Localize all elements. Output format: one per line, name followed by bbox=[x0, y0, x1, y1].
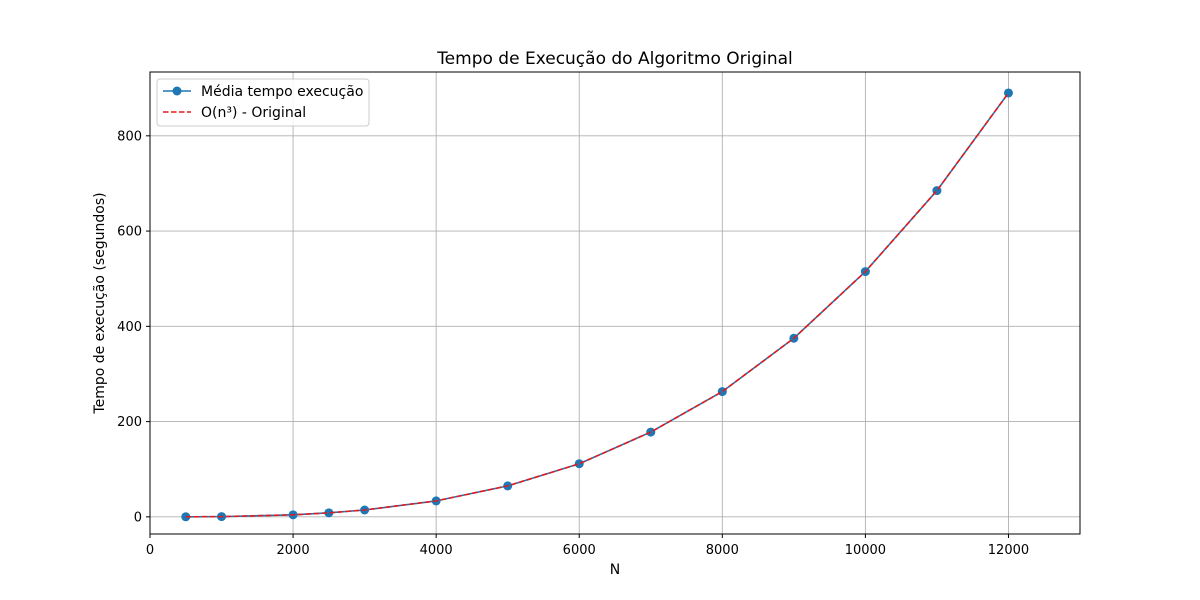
x-axis-title: N bbox=[610, 562, 620, 578]
series-1-point bbox=[574, 459, 584, 469]
y-tick-label: 600 bbox=[117, 225, 142, 240]
x-tick-label: 6000 bbox=[563, 543, 596, 558]
legend-label-series-2: O(n³) - Original bbox=[201, 105, 306, 121]
ticks-layer: 0 2000 4000 6000 8000 10000 12000 0 200 400 600 800 bbox=[117, 129, 1029, 558]
series-1-point bbox=[324, 508, 334, 518]
y-tick-label: 0 bbox=[134, 510, 142, 525]
series-layer bbox=[181, 88, 1013, 522]
x-tick-label: 8000 bbox=[706, 543, 739, 558]
legend: Média tempo execução O(n³) - Original bbox=[156, 78, 370, 127]
y-axis-title: Tempo de execução (segundos) bbox=[92, 192, 108, 414]
y-tick-label: 400 bbox=[117, 320, 142, 335]
x-tick-label: 4000 bbox=[420, 543, 453, 558]
grid-layer bbox=[150, 72, 1080, 534]
plot-frame bbox=[149, 71, 1081, 535]
legend-box bbox=[156, 78, 370, 127]
x-tick-label: 10000 bbox=[845, 543, 886, 558]
series-1-point bbox=[181, 512, 191, 522]
x-tick-label: 12000 bbox=[988, 543, 1029, 558]
chart-title: Tempo de Execução do Algoritmo Original bbox=[436, 49, 793, 69]
x-tick-label: 0 bbox=[146, 543, 154, 558]
y-tick-label: 800 bbox=[117, 129, 142, 144]
legend-label-series-1: Média tempo execução bbox=[201, 84, 363, 100]
series-line-2 bbox=[185, 92, 1010, 518]
legend-swatch-marker-series-1 bbox=[172, 86, 182, 96]
y-tick-label: 200 bbox=[117, 415, 142, 430]
x-tick-label: 2000 bbox=[277, 543, 310, 558]
